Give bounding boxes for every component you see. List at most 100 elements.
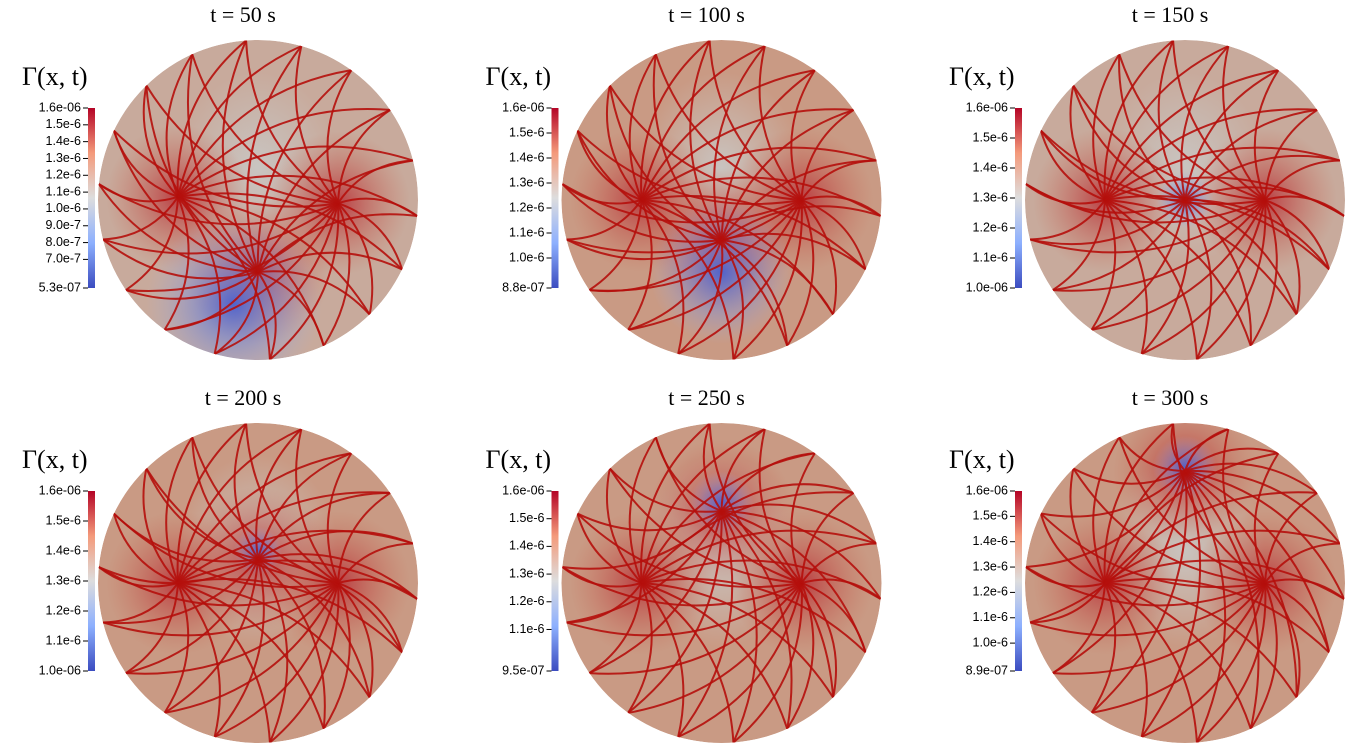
colorbar-tick-label: 1.6e-06: [502, 483, 544, 497]
streamline: [1184, 470, 1260, 730]
streamline: [566, 510, 723, 624]
streamline: [163, 196, 190, 331]
colorbar-tick-label: 1.4e-6: [509, 539, 544, 553]
streamline: [640, 146, 877, 201]
streamline: [561, 183, 722, 243]
colorbar-label: Γ(x, t): [486, 62, 552, 91]
colorbar-tick-label: 1.4e-6: [46, 543, 81, 557]
colorbar-tick-label: 1.3e-6: [46, 151, 81, 165]
streamline: [125, 558, 259, 675]
streamline: [322, 582, 351, 730]
streamline: [1180, 45, 1230, 201]
streamline: [608, 85, 722, 241]
colorbar-tick-label: 1.4e-6: [509, 150, 544, 164]
colorbar-tick-label: 1.4e-6: [973, 160, 1008, 174]
colorbar-tick-label: 1.0e-6: [509, 250, 544, 264]
streamline: [640, 582, 735, 743]
streamline: [588, 510, 723, 675]
streamline: [177, 174, 418, 217]
streamline: [257, 491, 391, 560]
streamline: [257, 159, 414, 273]
streamline: [1029, 582, 1106, 624]
streamline: [677, 582, 803, 738]
streamline: [163, 582, 190, 714]
streamline: [1052, 582, 1266, 675]
streamline: [1118, 54, 1186, 201]
streamline: [576, 513, 642, 584]
streamline: [1249, 582, 1278, 730]
streamline: [576, 512, 802, 589]
streamline: [1104, 45, 1229, 201]
streamline: [102, 196, 179, 241]
streamline: [800, 492, 855, 584]
streamline: [640, 428, 766, 584]
streamline: [627, 239, 723, 331]
streamline: [295, 428, 339, 584]
colorbar-tick-label: 1.2e-6: [509, 200, 544, 214]
colorbar-tick-label: 1.6e-06: [39, 100, 81, 114]
streamline: [98, 183, 339, 226]
streamline: [1264, 109, 1318, 201]
streamline: [102, 202, 339, 255]
sphere: [1025, 423, 1345, 743]
streamline: [1184, 428, 1229, 472]
streamline: [677, 510, 734, 738]
streamline: [177, 582, 325, 730]
colorbar-tick-label: 1.1e-6: [973, 610, 1008, 624]
streamline: [702, 423, 723, 512]
colorbar: [551, 491, 559, 671]
streamline: [213, 558, 265, 738]
streamline: [164, 582, 339, 714]
colorbar-tick-label: 1.6e-06: [39, 483, 81, 497]
streamline: [1249, 199, 1278, 347]
streamline: [1090, 470, 1188, 714]
streamline: [177, 145, 414, 198]
colorbar-tick-label: 1.3e-6: [509, 566, 544, 580]
panel-title: t = 250 s: [668, 385, 745, 410]
streamline: [800, 199, 838, 315]
streamline: [1092, 53, 1121, 201]
streamline: [177, 582, 221, 738]
streamline: [337, 542, 414, 584]
streamline: [720, 428, 766, 512]
streamline: [177, 582, 371, 699]
streamline: [561, 183, 802, 224]
streamline: [142, 85, 179, 198]
colorbar: [1015, 108, 1022, 288]
streamline: [145, 468, 259, 560]
streamline: [720, 108, 855, 241]
streamline: [1157, 40, 1186, 201]
colorbar-tick-label: 1.1e-6: [509, 622, 544, 636]
streamline: [1184, 462, 1318, 494]
streamline: [1029, 199, 1106, 241]
colorbar-tick-label: 1.2e-6: [973, 585, 1008, 599]
colorbar-tick-label: 1.4e-6: [973, 534, 1008, 548]
colorbar-tick-label: 5.3e-07: [39, 280, 81, 294]
streamline: [641, 577, 867, 654]
streamline: [177, 428, 302, 584]
streamline: [1264, 159, 1341, 201]
colorbar-tick-label: 1.1e-6: [46, 633, 81, 647]
streamline: [257, 558, 289, 743]
sphere: [98, 423, 418, 743]
panel-title: t = 100 s: [668, 2, 745, 27]
streamline: [720, 205, 882, 241]
streamline: [112, 513, 179, 584]
streamline: [246, 45, 303, 273]
colorbar-label: Γ(x, t): [486, 445, 552, 474]
streamline: [721, 510, 867, 653]
streamline: [720, 452, 816, 512]
streamline: [689, 40, 723, 241]
streamline: [801, 578, 882, 600]
streamline: [1039, 130, 1106, 201]
streamline: [566, 199, 643, 241]
streamline: [708, 423, 803, 584]
streamline: [720, 510, 758, 743]
streamline: [1184, 199, 1252, 346]
streamline: [627, 582, 653, 714]
streamline: [1253, 69, 1280, 201]
streamline: [257, 271, 277, 360]
streamline: [1118, 436, 1266, 584]
streamline: [562, 510, 723, 570]
streamline: [257, 558, 403, 653]
